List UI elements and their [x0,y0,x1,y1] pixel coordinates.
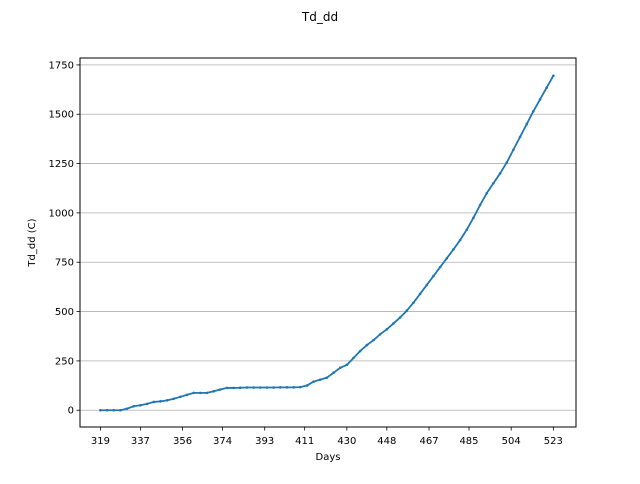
data-point [338,366,342,370]
y-tick-label: 1000 [49,208,74,219]
data-point [278,386,282,389]
data-point [252,386,255,389]
data-point [372,338,375,342]
data-point [179,395,182,399]
data-point [305,384,309,387]
data-point [205,391,209,395]
data-point [485,191,489,195]
x-tick-label: 467 [419,436,438,447]
y-axis-label: Td_dd (C) [27,218,38,267]
data-point [538,98,542,101]
data-point [432,274,435,278]
data-point [458,238,462,242]
x-tick-label: 523 [544,436,563,447]
x-tick-label: 448 [377,436,396,447]
data-point [199,391,202,395]
y-tick-label: 0 [68,406,74,417]
x-tick-label: 356 [173,436,192,447]
x-tick-layer: 319 337 356 374 393 411 430 448 467 485 504 523 [91,427,563,447]
data-point [265,386,269,389]
data-point [119,408,122,412]
data-point [405,309,409,312]
x-tick-label: 430 [337,436,356,447]
data-point [225,386,229,390]
data-point [545,86,548,89]
data-point [212,389,215,393]
data-point [438,265,442,269]
data-point [239,386,242,390]
y-tick-label: 250 [55,356,74,367]
data-point [132,404,136,408]
data-point [492,182,495,185]
data-point [532,109,535,113]
data-point [552,74,555,78]
data-point [412,301,415,304]
data-point [125,407,129,410]
data-point [272,386,275,389]
x-tick-label: 374 [213,436,232,447]
y-tick-label: 1250 [49,159,74,170]
data-point [358,349,362,353]
x-tick-label: 393 [255,436,274,447]
data-point [425,283,429,287]
y-tick-label: 500 [55,307,74,318]
data-point [165,399,169,402]
data-point [378,332,382,336]
data-point [159,400,162,403]
data-point [145,402,149,406]
data-point [318,378,322,381]
data-point [285,386,289,389]
data-point [139,403,142,407]
data-point [152,400,156,404]
data-point [478,203,482,207]
data-point [192,391,195,395]
data-point [498,172,502,175]
data-point [472,216,475,220]
data-point [258,386,262,389]
data-point [365,343,369,347]
data-point [398,316,402,319]
data-point [345,363,349,367]
data-point [518,135,522,139]
data-point [512,148,515,152]
data-point [312,380,315,383]
data-point [525,122,529,126]
data-point [292,386,295,389]
chart-title: Td_dd [301,10,338,24]
data-point [298,385,302,389]
y-tick-label: 1500 [49,110,74,121]
x-axis-label: Days [316,452,341,463]
data-point [392,322,395,325]
data-point [352,356,355,360]
data-point [332,371,335,375]
x-tick-label: 485 [459,436,478,447]
data-point [445,256,449,260]
data-point [452,248,455,251]
x-tick-label: 337 [131,436,150,447]
data-point [245,386,249,389]
data-point [385,328,389,331]
data-point [185,393,189,397]
data-point [232,386,235,390]
x-tick-label: 319 [91,436,110,447]
data-point [219,388,222,391]
data-point [465,228,469,231]
data-point [325,376,329,379]
grid-layer [80,64,576,411]
data-point [172,397,175,401]
x-tick-label: 411 [295,436,314,447]
data-point [99,408,102,412]
y-tick-label: 1750 [49,60,74,71]
data-point [418,292,422,296]
x-tick-label: 504 [502,436,521,447]
y-tick-layer: 0 250 500 750 1000 1250 1500 1750 [49,60,80,417]
line-layer [99,74,555,412]
data-point [105,408,109,412]
y-tick-label: 750 [55,258,74,269]
data-point [505,161,509,164]
plot-frame [79,57,577,428]
data-point [112,408,116,412]
